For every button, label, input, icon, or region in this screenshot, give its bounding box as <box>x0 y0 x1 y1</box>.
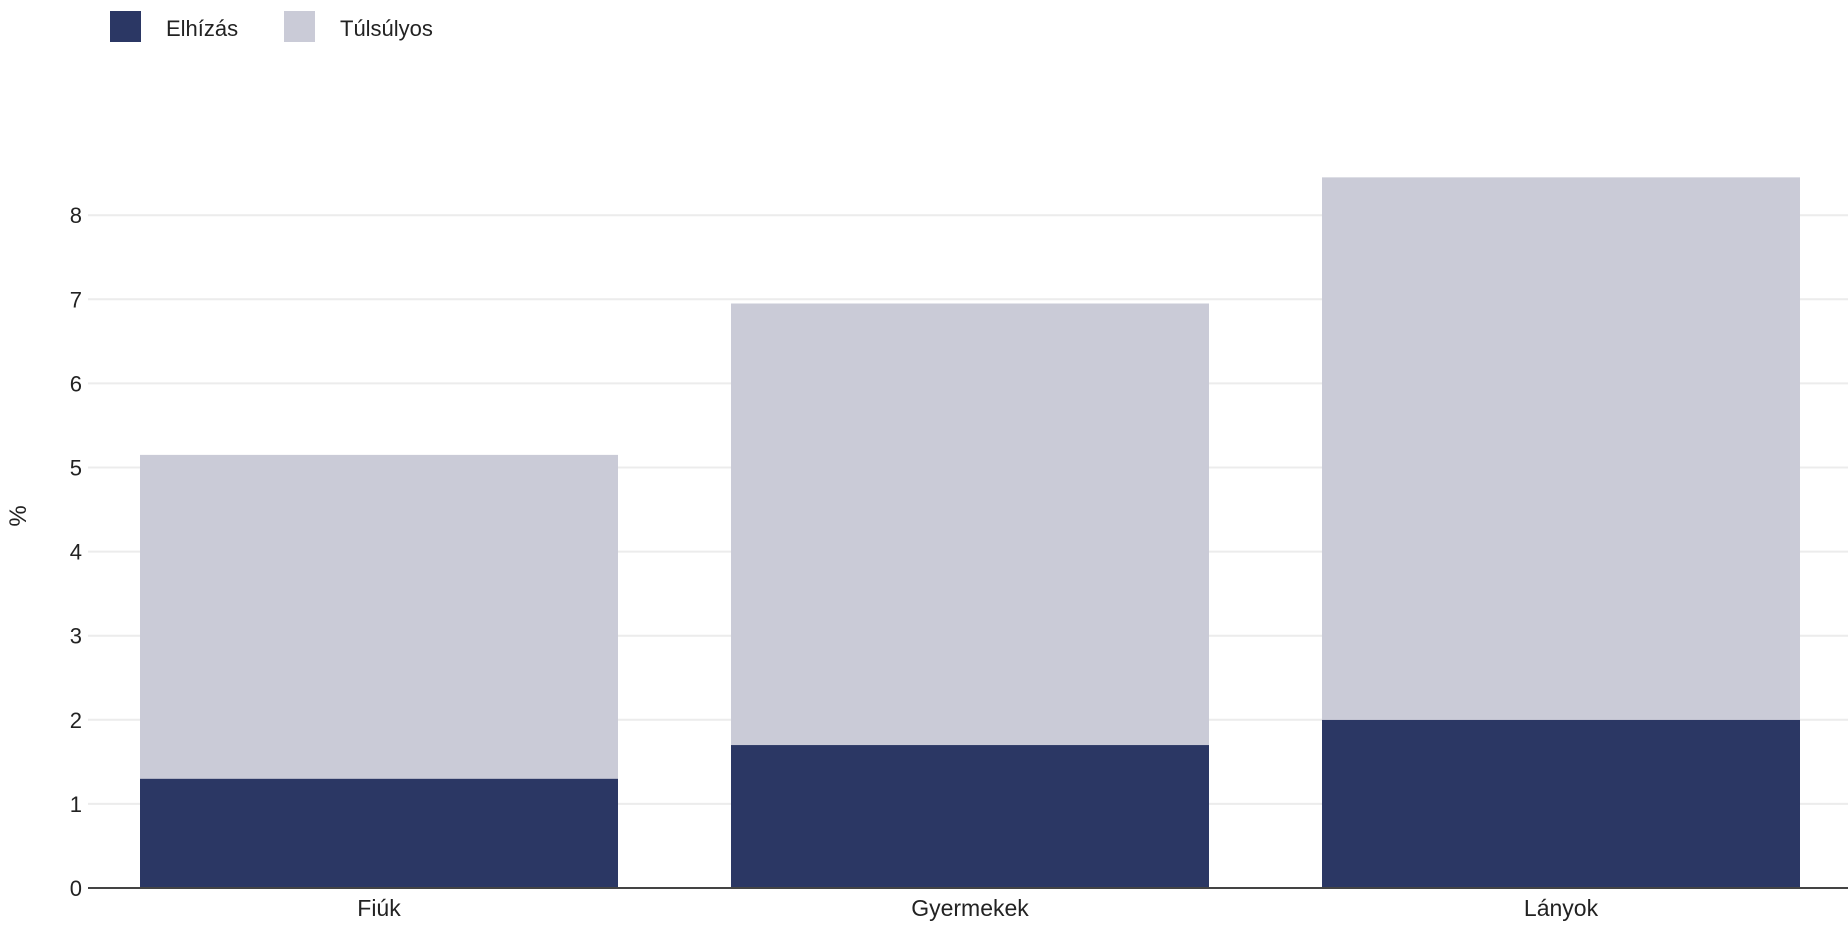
bars <box>140 177 1800 888</box>
y-tick-label: 5 <box>70 456 82 481</box>
y-tick-label: 4 <box>70 540 82 565</box>
bar-tulsulyos-1 <box>731 303 1209 746</box>
legend: Elhízás Túlsúlyos <box>110 11 433 42</box>
legend-label: Túlsúlyos <box>340 16 433 41</box>
bar-elhizas-1 <box>731 745 1209 888</box>
y-tick-label: 7 <box>70 287 82 312</box>
y-axis: 0 1 2 3 4 5 6 7 8 <box>70 203 82 901</box>
y-tick-label: 0 <box>70 876 82 901</box>
y-tick-label: 3 <box>70 624 82 649</box>
y-axis-title: % <box>5 505 32 526</box>
bar-elhizas-2 <box>1322 719 1800 888</box>
y-tick-label: 6 <box>70 371 82 396</box>
y-tick-label: 2 <box>70 708 82 733</box>
bar-elhizas-0 <box>140 778 618 888</box>
x-axis: Fiúk Gyermekek Lányok <box>88 887 1848 921</box>
x-tick-label: Fiúk <box>357 895 401 921</box>
legend-label: Elhízás <box>166 16 238 41</box>
bar-tulsulyos-0 <box>140 454 618 779</box>
bar-tulsulyos-2 <box>1322 177 1800 720</box>
y-tick-label: 8 <box>70 203 82 228</box>
y-tick-label: 1 <box>70 792 82 817</box>
legend-swatch <box>110 11 141 42</box>
x-tick-label: Lányok <box>1524 895 1599 921</box>
x-tick-label: Gyermekek <box>911 895 1029 921</box>
legend-swatch <box>284 11 315 42</box>
